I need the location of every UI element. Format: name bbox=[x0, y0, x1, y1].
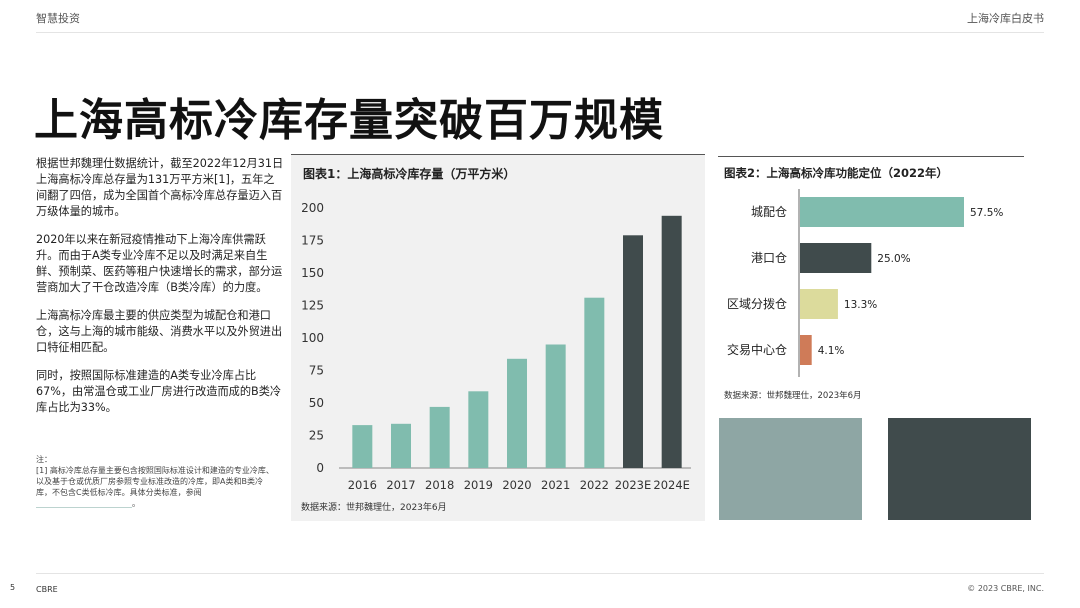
footnote-link[interactable] bbox=[36, 500, 132, 508]
y-tick-label: 200 bbox=[301, 201, 324, 215]
value-label: 25.0% bbox=[877, 253, 910, 265]
page-title: 上海高标冷库存量突破百万规模 bbox=[34, 95, 664, 146]
bar-2023E bbox=[623, 235, 643, 468]
header-left: 智慧投资 bbox=[36, 12, 80, 25]
y-tick-label: 75 bbox=[309, 364, 324, 378]
x-tick-label: 2016 bbox=[348, 478, 377, 492]
y-tick-label: 100 bbox=[301, 331, 324, 345]
x-tick-label: 2021 bbox=[541, 478, 570, 492]
y-tick-label: 125 bbox=[301, 299, 324, 313]
paragraph-2: 2020年以来在新冠疫情推动下上海冷库供需跃升。而由于A类专业冷库不足以及时满足… bbox=[36, 233, 283, 294]
paragraph-1: 根据世邦魏理仕数据统计，截至2022年12月31日上海高标冷库总存量为131万平… bbox=[36, 157, 284, 218]
chart-function-title: 图表2：上海高标冷库功能定位（2022年） bbox=[724, 166, 949, 180]
chart-storage: 图表1：上海高标冷库存量（万平方米） 0 25 50 75 100 125 150 175 20… bbox=[291, 154, 705, 521]
header-right: 上海冷库白皮书 bbox=[967, 12, 1044, 25]
y-tick-label: 25 bbox=[309, 429, 324, 443]
paragraph-4: 同时，按照国际标准建造的A类专业冷库占比67%，由常温仓或工业厂房进行改造而成的… bbox=[36, 369, 282, 414]
chart-function-plot: 城配仓 57.5% 港口仓 25.0% 区域分拨仓 13.3% 交易中心仓 4.1% bbox=[727, 189, 1003, 377]
footnote-label: 注： bbox=[36, 455, 52, 464]
footnote-text: [1] 高标冷库总存量主要包含按照国际标准设计和建造的专业冷库、以及基于仓或优质… bbox=[36, 466, 274, 497]
y-tick-label: 175 bbox=[301, 234, 324, 248]
chart-storage-plot: 0 25 50 75 100 125 150 175 200 2016 2017 2018 2019 20… bbox=[301, 201, 691, 492]
x-tick-label: 2022 bbox=[580, 478, 609, 492]
bar-2018 bbox=[429, 406, 450, 468]
category-label: 区域分拨仓 bbox=[727, 297, 787, 311]
bar-3 bbox=[800, 335, 812, 365]
chart-storage-title: 图表1：上海高标冷库存量（万平方米） bbox=[303, 167, 516, 181]
x-tick-label: 2018 bbox=[425, 478, 454, 492]
bar-2021 bbox=[545, 344, 566, 468]
y-tick-label: 150 bbox=[301, 266, 324, 280]
x-tick-label: 2023E bbox=[615, 478, 652, 492]
bar-0 bbox=[800, 197, 964, 227]
body-text: 根据世邦魏理仕数据统计，截至2022年12月31日上海高标冷库总存量为131万平… bbox=[36, 156, 284, 428]
footer-copyright: © 2023 CBRE, INC. bbox=[967, 584, 1044, 593]
bar-1 bbox=[800, 243, 872, 273]
category-label: 城配仓 bbox=[751, 205, 787, 219]
category-label: 交易中心仓 bbox=[727, 342, 787, 357]
value-label: 4.1% bbox=[818, 345, 845, 357]
chart-storage-source: 数据来源：世邦魏理仕，2023年6月 bbox=[301, 503, 447, 513]
value-label: 13.3% bbox=[844, 299, 877, 311]
image-placeholder-left bbox=[719, 418, 862, 520]
category-label: 港口仓 bbox=[751, 251, 787, 265]
footer-divider bbox=[36, 573, 1044, 574]
value-label: 57.5% bbox=[970, 207, 1003, 219]
x-tick-label: 2017 bbox=[386, 478, 415, 492]
footnote: 注： [1] 高标冷库总存量主要包含按照国际标准设计和建造的专业冷库、以及基于仓… bbox=[36, 454, 276, 509]
bar-2019 bbox=[468, 391, 489, 468]
bar-2024E bbox=[661, 215, 682, 468]
chart-function-source: 数据来源：世邦魏理仕，2023年6月 bbox=[724, 391, 862, 401]
bar-2 bbox=[800, 289, 838, 319]
footnote-tail: 。 bbox=[132, 499, 140, 508]
y-tick-label: 0 bbox=[316, 461, 324, 475]
bar-2017 bbox=[391, 423, 411, 468]
x-tick-label: 2024E bbox=[653, 478, 690, 492]
bar-2022 bbox=[584, 297, 605, 468]
x-tick-label: 2020 bbox=[502, 478, 531, 492]
image-placeholder-right bbox=[888, 418, 1031, 520]
paragraph-3: 上海高标冷库最主要的供应类型为城配仓和港口仓，这与上海的城市能级、消费水平以及外… bbox=[36, 309, 283, 354]
page-number: 5 bbox=[10, 583, 16, 592]
footer-brand: CBRE bbox=[36, 585, 58, 594]
bar-2016 bbox=[352, 425, 373, 468]
y-tick-label: 50 bbox=[309, 396, 324, 410]
bar-2020 bbox=[507, 358, 527, 468]
chart-function: 图表2：上海高标冷库功能定位（2022年） 城配仓 57.5% 港口仓 25.0% 区域… bbox=[718, 156, 1024, 407]
x-tick-label: 2019 bbox=[464, 478, 493, 492]
header-divider bbox=[36, 32, 1044, 33]
